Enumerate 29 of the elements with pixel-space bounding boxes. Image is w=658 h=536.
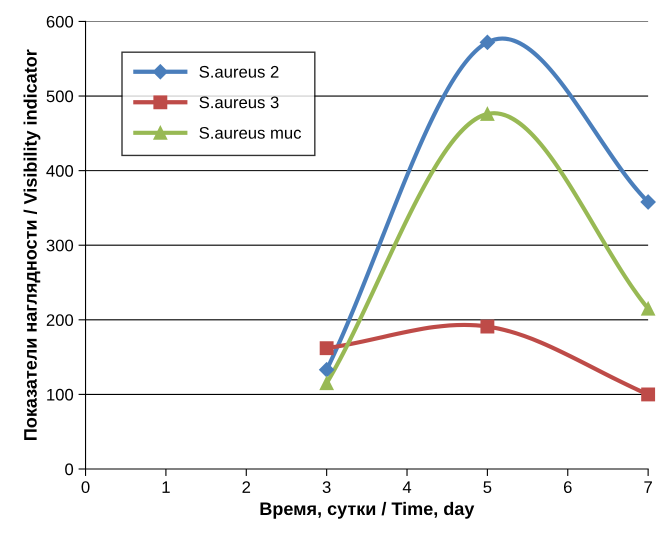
legend-label: S.aureus 2 <box>199 66 278 78</box>
point <box>480 320 494 334</box>
x-tick-label: 0 <box>82 481 90 494</box>
legend-label: S.aureus muc <box>199 127 302 139</box>
y-tick-label: 300 <box>46 240 74 252</box>
x-tick-label: 7 <box>644 481 652 493</box>
point <box>319 362 334 378</box>
y-axis-title: Показатели наглядности / Visibility indicator <box>24 50 40 440</box>
y-tick-label: 400 <box>46 165 74 177</box>
point <box>480 106 494 121</box>
x-tick-label: 1 <box>162 481 170 493</box>
x-tick-label: 2 <box>242 481 250 493</box>
point <box>320 341 334 356</box>
point <box>641 387 656 402</box>
point <box>641 302 656 316</box>
x-tick-label: 6 <box>564 481 572 494</box>
x-tick-label: 3 <box>322 481 331 494</box>
y-tick-label: 600 <box>46 16 74 28</box>
y-tick-label: 100 <box>47 388 74 401</box>
y-tick-label: 0 <box>65 463 74 476</box>
point <box>640 194 656 210</box>
point <box>480 34 495 50</box>
point <box>320 376 334 390</box>
y-tick-label: 200 <box>46 314 74 326</box>
x-tick-label: 4 <box>402 481 412 493</box>
y-tick-label: 500 <box>46 90 74 102</box>
x-tick-label: 5 <box>483 481 492 494</box>
legend-label: S.aureus 3 <box>199 96 279 108</box>
x-axis-title: Время, сутки / Time, day <box>260 502 474 519</box>
